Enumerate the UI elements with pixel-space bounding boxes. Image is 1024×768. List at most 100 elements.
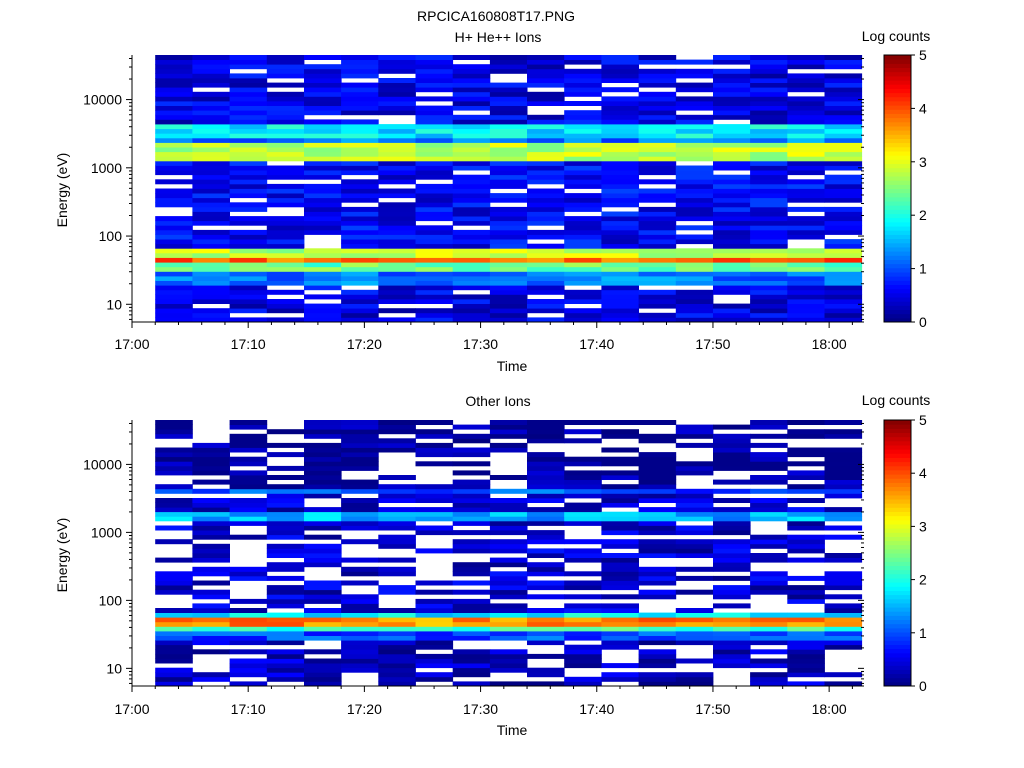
heatmap-cell xyxy=(378,294,416,300)
heatmap-cell xyxy=(452,681,491,687)
heatmap-cell xyxy=(601,229,639,235)
heatmap-cell xyxy=(675,539,714,545)
heatmap-cell xyxy=(229,257,268,263)
heatmap-cell xyxy=(452,488,491,494)
colorbar-segment xyxy=(884,230,911,235)
heatmap-cell xyxy=(675,262,714,268)
heatmap-cell xyxy=(713,165,751,171)
colorbar-segment xyxy=(884,246,911,252)
heatmap-cell xyxy=(452,271,491,277)
heatmap-cell xyxy=(304,672,342,678)
heatmap-cell xyxy=(452,119,491,125)
heatmap-cell xyxy=(824,220,863,226)
heatmap-cell xyxy=(638,612,677,618)
heatmap-cell xyxy=(266,525,305,531)
heatmap-cell xyxy=(155,644,193,650)
colorbar-segment xyxy=(884,121,911,127)
heatmap-cell xyxy=(713,142,751,148)
heatmap-cell xyxy=(378,566,416,572)
heatmap-cell xyxy=(489,653,528,659)
heatmap-cell xyxy=(787,525,825,531)
heatmap-cell xyxy=(415,420,454,425)
colorbar-segment xyxy=(884,486,911,492)
heatmap-cell xyxy=(415,621,454,627)
heatmap-cell xyxy=(341,197,379,203)
heatmap-cell xyxy=(564,626,602,632)
heatmap-cell xyxy=(564,165,602,171)
heatmap-cell xyxy=(415,511,454,517)
heatmap-cell xyxy=(824,142,863,148)
heatmap-cell xyxy=(713,211,751,217)
heatmap-cell xyxy=(750,507,788,513)
heatmap-cell xyxy=(713,68,751,74)
heatmap-cell xyxy=(266,280,305,286)
heatmap-cell xyxy=(155,262,193,268)
heatmap-cell xyxy=(415,160,454,166)
heatmap-cell xyxy=(378,239,416,245)
colorbar-segment xyxy=(884,313,911,319)
y-tick-label: 100 xyxy=(99,592,123,608)
heatmap-cell xyxy=(527,142,565,148)
heatmap-cell xyxy=(489,82,528,88)
colorbar-segment xyxy=(884,192,911,198)
colorbar-segment xyxy=(884,420,911,425)
heatmap-cell xyxy=(266,289,305,295)
heatmap-cell xyxy=(415,262,454,268)
heatmap-cell xyxy=(229,206,268,212)
heatmap-cell xyxy=(266,498,305,503)
colorbar-tick-label: 3 xyxy=(919,154,927,170)
colorbar-tick-label: 0 xyxy=(919,314,927,330)
heatmap-cell xyxy=(489,156,528,162)
heatmap-cell xyxy=(675,502,714,508)
heatmap-cell xyxy=(713,266,751,272)
heatmap-cell xyxy=(415,658,454,664)
heatmap-cell xyxy=(489,96,528,102)
heatmap-cell xyxy=(713,465,751,471)
heatmap-cell xyxy=(750,575,788,581)
heatmap-cell xyxy=(750,317,788,323)
heatmap-cell xyxy=(675,433,714,439)
heatmap-cell xyxy=(229,133,268,139)
heatmap-cell xyxy=(824,73,863,79)
heatmap-cell xyxy=(229,137,268,143)
heatmap-cell xyxy=(155,64,193,70)
heatmap-cell xyxy=(750,303,788,309)
heatmap-cell xyxy=(304,617,342,623)
heatmap-cell xyxy=(489,266,528,272)
heatmap-cell xyxy=(229,73,268,79)
heatmap-cell xyxy=(415,617,454,623)
heatmap-cell xyxy=(266,170,305,176)
x-tick-label: 17:30 xyxy=(463,336,498,352)
heatmap-cell xyxy=(192,672,230,678)
heatmap-cell xyxy=(378,608,416,613)
colorbar-segment xyxy=(884,507,911,512)
heatmap-cell xyxy=(378,429,416,435)
heatmap-cell xyxy=(601,78,639,83)
heatmap-cell xyxy=(564,649,602,655)
heatmap-cell xyxy=(750,82,788,88)
heatmap-cell xyxy=(489,575,528,581)
heatmap-cell xyxy=(304,257,342,263)
heatmap-cell xyxy=(192,174,230,180)
heatmap-cell xyxy=(489,594,528,600)
heatmap-cell xyxy=(638,73,677,79)
heatmap-cell xyxy=(675,174,714,180)
heatmap-cell xyxy=(564,557,602,563)
heatmap-cell xyxy=(527,617,565,623)
heatmap-cell xyxy=(787,548,825,554)
heatmap-cell xyxy=(824,433,863,439)
heatmap-cell xyxy=(229,151,268,157)
heatmap-cell xyxy=(378,493,416,499)
heatmap-cell xyxy=(601,575,639,581)
heatmap-cell xyxy=(415,644,454,650)
heatmap-cell xyxy=(638,580,677,586)
heatmap-cell xyxy=(378,248,416,254)
colorbar-segment xyxy=(884,138,911,144)
heatmap-cell xyxy=(564,202,602,208)
heatmap-cell xyxy=(266,101,305,106)
heatmap-cell xyxy=(564,539,602,545)
heatmap-cell xyxy=(229,575,268,581)
heatmap-cell xyxy=(304,667,342,673)
heatmap-cell xyxy=(601,525,639,531)
heatmap-cell xyxy=(675,589,714,595)
